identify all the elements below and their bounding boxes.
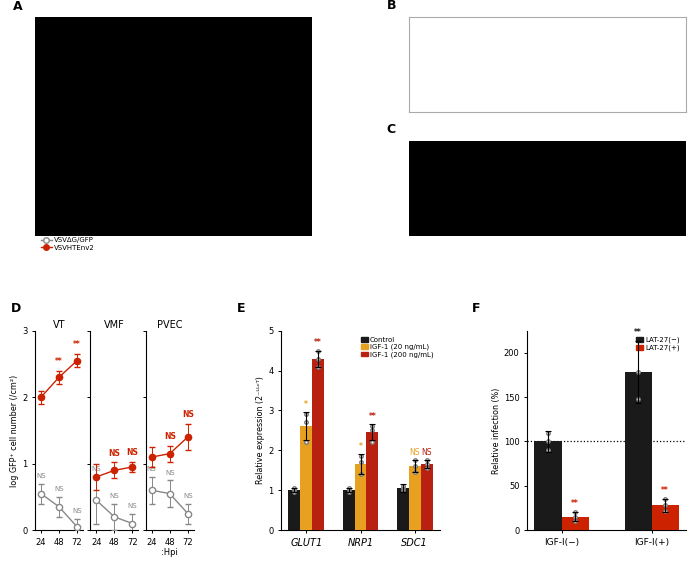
Bar [534, 442, 561, 530]
Text: C: C [387, 123, 396, 136]
Text: E: E [237, 302, 245, 315]
Text: **: ** [74, 340, 81, 349]
Title: VT: VT [52, 320, 65, 330]
Bar [288, 490, 300, 530]
Text: *: * [304, 400, 308, 409]
Y-axis label: Relative expression (2⁻ᴸᴸᶜᵀ): Relative expression (2⁻ᴸᴸᶜᵀ) [256, 376, 265, 484]
Text: **: ** [662, 486, 669, 495]
Text: **: ** [571, 499, 579, 508]
Text: NS: NS [72, 508, 82, 514]
Text: F: F [472, 302, 480, 315]
Y-axis label: log GFP⁺ cell number (/cm²): log GFP⁺ cell number (/cm²) [10, 374, 19, 487]
Bar [300, 426, 312, 530]
Legend: VSVΔG/GFP, VSVHTEnv2: VSVΔG/GFP, VSVHTEnv2 [38, 235, 97, 253]
Text: NS: NS [127, 503, 137, 509]
Text: NS: NS [54, 486, 64, 492]
Text: **: ** [634, 328, 642, 337]
Title: PVEC: PVEC [157, 320, 183, 330]
Bar [354, 464, 367, 530]
Text: NS: NS [164, 432, 176, 441]
Y-axis label: Relative infection (%): Relative infection (%) [492, 387, 501, 474]
Bar [367, 433, 379, 530]
Text: NS: NS [182, 410, 194, 419]
Text: NS: NS [165, 470, 174, 475]
Legend: Control, IGF-1 (20 ng/mL), IGF-1 (200 ng/mL): Control, IGF-1 (20 ng/mL), IGF-1 (200 ng… [358, 334, 436, 361]
Text: NS: NS [110, 493, 119, 499]
Bar [561, 517, 589, 530]
Text: **: ** [314, 338, 322, 347]
Bar [624, 372, 652, 530]
Text: NS: NS [36, 473, 46, 479]
Text: NS: NS [410, 448, 420, 457]
Title: VMF: VMF [104, 320, 125, 330]
Text: NS: NS [421, 448, 432, 457]
Text: NS: NS [147, 466, 157, 472]
Text: NS: NS [183, 493, 193, 499]
Text: NS: NS [127, 448, 139, 457]
Bar [342, 490, 354, 530]
Text: A: A [13, 0, 22, 12]
Text: *: * [358, 442, 363, 451]
Bar [409, 466, 421, 530]
Text: B: B [387, 0, 396, 12]
X-axis label: :Hpi: :Hpi [161, 548, 178, 557]
Text: D: D [11, 302, 21, 315]
Bar [421, 464, 433, 530]
Text: NS: NS [108, 449, 120, 457]
Bar [397, 488, 409, 530]
Legend: LAT-27(−), LAT-27(+): LAT-27(−), LAT-27(+) [634, 334, 682, 354]
Text: **: ** [55, 357, 63, 366]
Bar [652, 505, 679, 530]
Text: NS: NS [92, 466, 102, 472]
Bar [312, 359, 324, 530]
Text: **: ** [369, 412, 377, 421]
